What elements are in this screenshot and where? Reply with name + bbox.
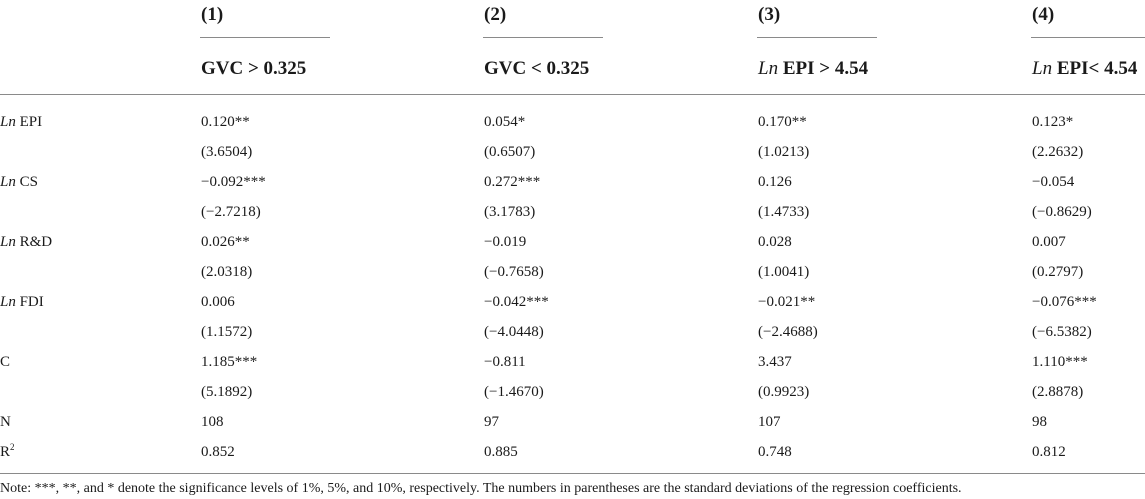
row-label-name: C xyxy=(0,354,11,370)
column-number-1: (1) xyxy=(201,4,224,25)
row-label-prefix: Ln xyxy=(0,234,16,250)
column-underline-4 xyxy=(1031,37,1145,38)
column-underline-2 xyxy=(483,37,603,38)
coefficient-cell: −0.811 xyxy=(484,354,526,370)
stat-value-cell: 107 xyxy=(758,414,781,430)
std-error-cell: (−6.5382) xyxy=(1032,324,1092,340)
std-error-cell: (1.1572) xyxy=(201,324,253,340)
std-error-cell: (1.0213) xyxy=(758,144,810,160)
coefficient-cell: 0.272*** xyxy=(484,174,541,190)
coefficient-cell: −0.019 xyxy=(484,234,527,250)
column-header-prefix: Ln xyxy=(758,58,779,79)
stat-label: N xyxy=(0,412,11,432)
column-header-label: GVC < 0.325 xyxy=(484,58,590,79)
row-label: C xyxy=(0,352,10,372)
std-error-cell: (2.2632) xyxy=(1032,144,1084,160)
coefficient-cell: 0.123* xyxy=(1032,114,1074,130)
std-error-cell: (−4.0448) xyxy=(484,324,544,340)
stat-label-superscript: 2 xyxy=(10,442,15,452)
std-error-cell: (−0.8629) xyxy=(1032,204,1092,220)
std-error-cell: (5.1892) xyxy=(201,384,253,400)
column-header-2: GVC < 0.325 xyxy=(484,56,589,82)
bottom-rule xyxy=(0,473,1145,474)
stat-label-name: R xyxy=(0,444,11,460)
column-header-1: GVC > 0.325 xyxy=(201,56,306,82)
std-error-cell: (2.0318) xyxy=(201,264,253,280)
std-error-cell: (−0.7658) xyxy=(484,264,544,280)
std-error-cell: (3.6504) xyxy=(201,144,253,160)
coefficient-cell: 0.054* xyxy=(484,114,526,130)
column-number-3: (3) xyxy=(758,4,781,25)
header-rule xyxy=(0,94,1145,95)
std-error-cell: (0.6507) xyxy=(484,144,536,160)
stat-value-cell: 0.748 xyxy=(758,444,792,460)
row-label-prefix: Ln xyxy=(0,294,16,310)
coefficient-cell: 0.006 xyxy=(201,294,235,310)
column-header-label: GVC > 0.325 xyxy=(201,58,307,79)
coefficient-cell: 0.026** xyxy=(201,234,250,250)
coefficient-cell: 3.437 xyxy=(758,354,792,370)
row-label-prefix: Ln xyxy=(0,114,16,130)
std-error-cell: (3.1783) xyxy=(484,204,536,220)
row-label-name: R&D xyxy=(15,234,53,250)
std-error-cell: (1.0041) xyxy=(758,264,810,280)
std-error-cell: (−2.4688) xyxy=(758,324,818,340)
coefficient-cell: −0.042*** xyxy=(484,294,549,310)
std-error-cell: (2.8878) xyxy=(1032,384,1084,400)
column-number-4: (4) xyxy=(1032,4,1055,25)
stat-value-cell: 0.885 xyxy=(484,444,518,460)
coefficient-cell: 1.185*** xyxy=(201,354,258,370)
std-error-cell: (−2.7218) xyxy=(201,204,261,220)
stat-value-cell: 0.852 xyxy=(201,444,235,460)
std-error-cell: (−1.4670) xyxy=(484,384,544,400)
row-label-name: EPI xyxy=(15,114,43,130)
stat-label: R2 xyxy=(0,442,15,462)
column-header-4: Ln EPI< 4.54 xyxy=(1032,56,1137,82)
std-error-cell: (0.2797) xyxy=(1032,264,1084,280)
row-label-name: FDI xyxy=(15,294,44,310)
coefficient-cell: 0.007 xyxy=(1032,234,1066,250)
stat-value-cell: 97 xyxy=(484,414,499,430)
row-label-name: CS xyxy=(15,174,38,190)
row-label: Ln FDI xyxy=(0,292,44,312)
row-label: Ln R&D xyxy=(0,232,52,252)
coefficient-cell: −0.021** xyxy=(758,294,816,310)
std-error-cell: (1.4733) xyxy=(758,204,810,220)
coefficient-cell: −0.076*** xyxy=(1032,294,1097,310)
column-underline-1 xyxy=(200,37,330,38)
column-header-3: Ln EPI > 4.54 xyxy=(758,56,868,82)
coefficient-cell: 1.110*** xyxy=(1032,354,1088,370)
column-underline-3 xyxy=(757,37,877,38)
coefficient-cell: −0.092*** xyxy=(201,174,266,190)
coefficient-cell: 0.170** xyxy=(758,114,807,130)
row-label: Ln CS xyxy=(0,172,38,192)
coefficient-cell: −0.054 xyxy=(1032,174,1075,190)
stat-value-cell: 98 xyxy=(1032,414,1047,430)
stat-value-cell: 108 xyxy=(201,414,224,430)
std-error-cell: (0.9923) xyxy=(758,384,810,400)
coefficient-cell: 0.028 xyxy=(758,234,792,250)
table-note: Note: ***, **, and * denote the signific… xyxy=(0,481,962,496)
column-header-prefix: Ln xyxy=(1032,58,1053,79)
column-number-2: (2) xyxy=(484,4,507,25)
row-label: Ln EPI xyxy=(0,112,42,132)
coefficient-cell: 0.120** xyxy=(201,114,250,130)
stat-label-name: N xyxy=(0,414,11,430)
column-header-label: EPI > 4.54 xyxy=(778,58,869,79)
stat-value-cell: 0.812 xyxy=(1032,444,1066,460)
row-label-prefix: Ln xyxy=(0,174,16,190)
column-header-label: EPI< 4.54 xyxy=(1052,58,1138,79)
coefficient-cell: 0.126 xyxy=(758,174,792,190)
